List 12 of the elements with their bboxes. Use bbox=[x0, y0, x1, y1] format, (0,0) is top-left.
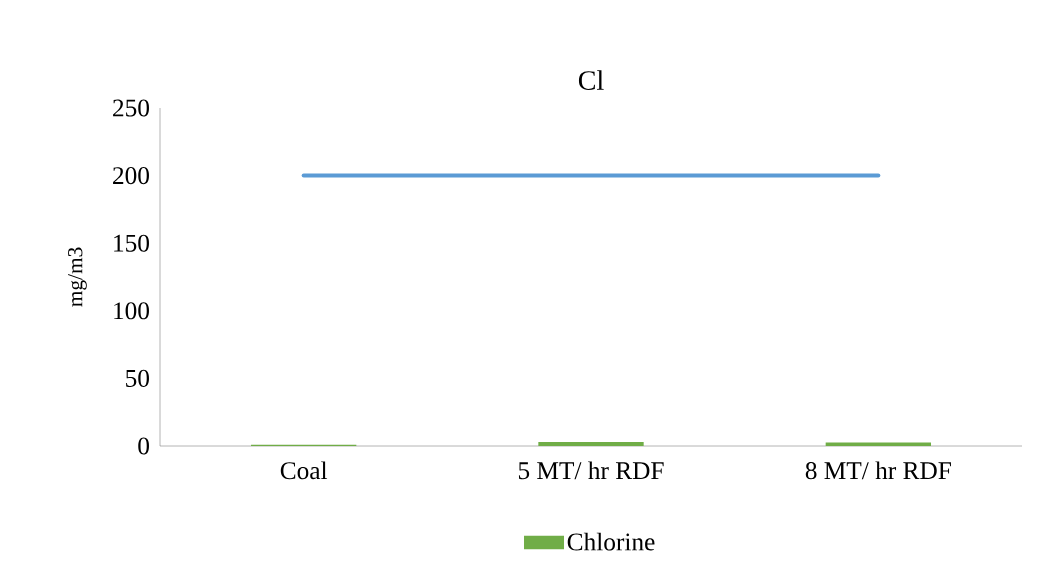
y-tick-label: 250 bbox=[113, 99, 149, 117]
y-tick-label: 0 bbox=[138, 437, 149, 455]
y-tick-label: 150 bbox=[114, 234, 149, 252]
x-tick-label: Coal bbox=[280, 461, 328, 480]
legend-label: Chlorine bbox=[567, 532, 655, 551]
y-axis-title: mg/m3 bbox=[68, 247, 87, 307]
x-tick-label: 5 MT/ hr RDF bbox=[518, 461, 664, 480]
y-tick-label: 200 bbox=[113, 167, 149, 185]
y-tick-label: 100 bbox=[114, 302, 149, 320]
chart-title: Cl bbox=[578, 70, 604, 90]
x-tick-label: 8 MT/ hr RDF bbox=[805, 461, 951, 480]
y-tick-label: 50 bbox=[126, 369, 149, 387]
